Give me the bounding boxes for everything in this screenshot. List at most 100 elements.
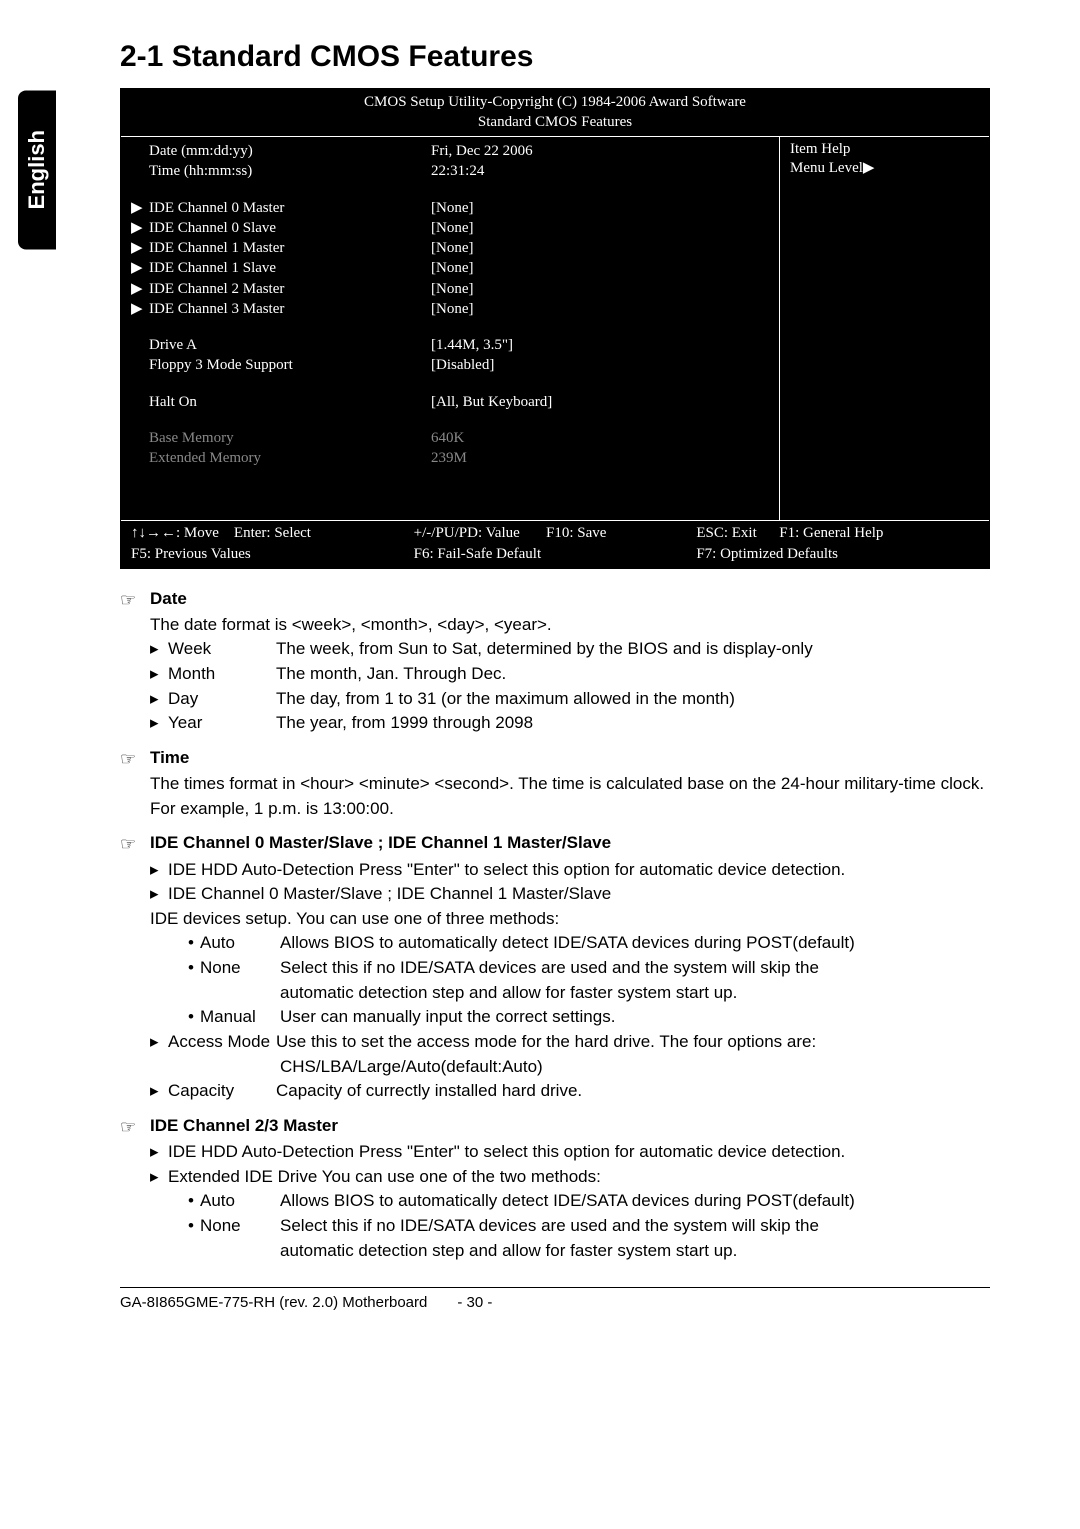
bullet-key: Manual [200,1005,280,1030]
hand-icon: ☞ [120,587,150,613]
bios-row-value: [None] [431,279,769,299]
fwd-icon: ▸ [150,1165,168,1190]
date-item-key: Year [168,711,276,736]
triangle-icon: ▶ [131,238,149,258]
bios-row-label: Halt On [149,392,197,412]
bios-help-level: Menu Level▶ [790,158,979,177]
bullet-desc: Allows BIOS to automatically detect IDE/… [280,1189,990,1214]
page-footer: GA-8I865GME-775-RH (rev. 2.0) Motherboar… [120,1287,990,1311]
bios-foot-f5: F5: Previous Values [131,544,414,564]
ide01-line2: IDE Channel 0 Master/Slave ; IDE Channel… [168,882,990,907]
bullet-icon: • [188,931,200,956]
date-item-desc: The week, from Sun to Sat, determined by… [276,637,990,662]
date-item-key: Week [168,637,276,662]
ide01-line3: IDE devices setup. You can use one of th… [150,907,990,932]
bullet-item: •NoneSelect this if no IDE/SATA devices … [188,956,990,981]
language-tab: English [18,90,56,249]
fwd-icon: ▸ [150,858,168,883]
section-ide01: ☞IDE Channel 0 Master/Slave ; IDE Channe… [120,831,990,1104]
bios-foot-esc: ESC: Exit [696,525,756,541]
bios-row-label: Floppy 3 Mode Support [149,355,293,375]
time-text: The times format in <hour> <minute> <sec… [150,772,990,821]
bios-title: CMOS Setup Utility-Copyright (C) 1984-20… [121,89,989,137]
section-ide23-title: IDE Channel 2/3 Master [150,1114,338,1139]
bullet-key: Auto [200,1189,280,1214]
bios-row: Drive A[1.44M, 3.5"] [131,335,769,355]
fwd-icon: ▸ [150,711,168,736]
date-item: ▸YearThe year, from 1999 through 2098 [150,711,990,736]
bios-help-title: Item Help [790,141,979,158]
fwd-icon: ▸ [150,662,168,687]
date-item: ▸WeekThe week, from Sun to Sat, determin… [150,637,990,662]
bios-row: Extended Memory 239M [131,448,769,468]
bullet-item: •AutoAllows BIOS to automatically detect… [188,1189,990,1214]
triangle-icon: ▶ [131,218,149,238]
triangle-icon [131,335,149,355]
bios-foot-f7: F7: Optimized Defaults [696,544,979,564]
bullet-icon: • [188,1005,200,1030]
ide01-access-desc: Use this to set the access mode for the … [276,1030,990,1055]
bios-row: ▶IDE Channel 2 Master [None] [131,279,769,299]
fwd-icon: ▸ [150,882,168,907]
bios-help-pane: Item Help Menu Level▶ [779,137,989,520]
triangle-icon [131,141,149,161]
ide23-line2: Extended IDE Drive You can use one of th… [168,1165,990,1190]
ide01-access-cont: CHS/LBA/Large/Auto(default:Auto) [280,1055,990,1080]
bios-row-value: [None] [431,198,769,218]
bios-foot-enter: Enter: Select [234,525,311,541]
bios-window: CMOS Setup Utility-Copyright (C) 1984-20… [120,88,990,569]
section-date-title: Date [150,587,187,612]
triangle-icon: ▶ [131,279,149,299]
bios-row: Halt On [All, But Keyboard] [131,392,769,412]
bios-row: ▶IDE Channel 1 Master[None] [131,238,769,258]
bios-foot-move: ↑↓→←: Move [131,525,219,541]
bios-foot-pupd: +/-/PU/PD: Value [414,525,520,541]
bullet-item: automatic detection step and allow for f… [188,1239,990,1264]
bios-row-label: IDE Channel 2 Master [149,279,284,299]
section-ide01-title: IDE Channel 0 Master/Slave ; IDE Channel… [150,831,611,856]
bios-row-value: [All, But Keyboard] [431,392,769,412]
bios-row-label: Base Memory [149,428,234,448]
fwd-icon: ▸ [150,687,168,712]
bios-row: ▶IDE Channel 0 Master[None] [131,198,769,218]
bios-row: Date (mm:dd:yy)Fri, Dec 22 2006 [131,141,769,161]
bios-row-value: 239M [431,448,769,468]
bullet-icon: • [188,1189,200,1214]
bios-row-label: IDE Channel 0 Slave [149,218,276,238]
ide01-cap-desc: Capacity of currectly installed hard dri… [276,1079,990,1104]
date-item-desc: The year, from 1999 through 2098 [276,711,990,736]
bullet-item: •NoneSelect this if no IDE/SATA devices … [188,1214,990,1239]
bullet-item: •ManualUser can manually input the corre… [188,1005,990,1030]
bios-row: ▶IDE Channel 3 Master[None] [131,299,769,319]
section-time-title: Time [150,746,189,771]
triangle-icon: ▶ [131,258,149,278]
bios-row-value: Fri, Dec 22 2006 [431,141,769,161]
bios-row-value: [Disabled] [431,355,769,375]
triangle-icon: ▶ [131,198,149,218]
bios-title-line2: Standard CMOS Features [121,113,989,133]
bios-row-label: IDE Channel 1 Slave [149,258,276,278]
bios-row-value: 640K [431,428,769,448]
ide01-cap-key: Capacity [168,1079,276,1104]
triangle-icon [131,161,149,181]
bullet-icon: • [188,1214,200,1239]
bios-row: ▶IDE Channel 0 Slave [None] [131,218,769,238]
bios-row: Base Memory 640K [131,428,769,448]
page-main: 2-1 Standard CMOS Features CMOS Setup Ut… [120,40,990,1311]
fwd-icon: ▸ [150,637,168,662]
bios-left-pane: Date (mm:dd:yy)Fri, Dec 22 2006Time (hh:… [121,137,779,520]
section-date: ☞Date The date format is <week>, <month>… [120,587,990,736]
bios-foot-f6: F6: Fail-Safe Default [414,544,697,564]
date-item-key: Day [168,687,276,712]
bullet-desc: Allows BIOS to automatically detect IDE/… [280,931,990,956]
bullet-desc: automatic detection step and allow for f… [280,981,990,1006]
bios-foot-f10: F10: Save [546,525,606,541]
bullet-item: •AutoAllows BIOS to automatically detect… [188,931,990,956]
ide01-access-key: Access Mode [168,1030,276,1055]
bios-row-label: Extended Memory [149,448,261,468]
bullet-desc: Select this if no IDE/SATA devices are u… [280,1214,990,1239]
bios-row-value: [None] [431,299,769,319]
bios-row-value: [None] [431,218,769,238]
triangle-icon [131,448,149,468]
content-body: ☞Date The date format is <week>, <month>… [120,587,990,1263]
